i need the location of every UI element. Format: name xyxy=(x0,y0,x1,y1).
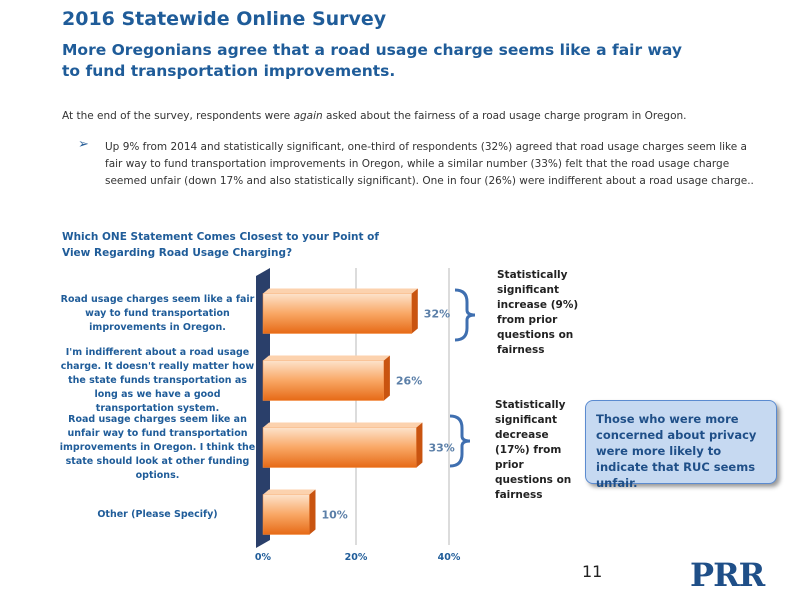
callout: Those who were more concerned about priv… xyxy=(585,400,777,490)
intro-text: At the end of the survey, respondents we… xyxy=(62,110,294,122)
bar-side xyxy=(416,422,423,468)
intro: At the end of the survey, respondents we… xyxy=(62,110,687,122)
bar xyxy=(262,494,310,535)
x-tick-label: 40% xyxy=(438,552,461,563)
x-tick-label: 20% xyxy=(345,552,368,563)
subtitle: More Oregonians agree that a road usage … xyxy=(62,41,682,80)
bar xyxy=(262,360,385,401)
title: 2016 Statewide Online Survey xyxy=(62,8,387,30)
x-tick-label: 0% xyxy=(255,552,272,563)
annotation: Statistically significant decrease (17%)… xyxy=(495,399,572,501)
logo: PRR xyxy=(690,556,765,594)
bar xyxy=(262,427,417,468)
y-tick-label: Other (Please Specify) xyxy=(97,508,218,520)
annotation: Statistically significant increase (9%) … xyxy=(497,269,579,356)
bar-side xyxy=(309,489,316,535)
bullet-icon: ➢ xyxy=(78,137,89,152)
y-tick-label: Road usage charges seem like a fair way … xyxy=(60,293,255,333)
brace xyxy=(454,288,476,342)
chart-wall xyxy=(256,268,270,548)
brace xyxy=(449,414,471,468)
y-tick-label: I'm indifferent about a road usage charg… xyxy=(60,346,255,414)
page-number: 11 xyxy=(582,562,603,581)
intro-text: asked about the fairness of a road usage… xyxy=(322,110,687,122)
bar-side xyxy=(383,355,390,401)
bar-side xyxy=(411,288,418,334)
value-label: 26% xyxy=(396,375,422,388)
bar-top xyxy=(263,489,316,495)
value-label: 32% xyxy=(424,308,450,321)
bar xyxy=(262,293,413,334)
bullet: Up 9% from 2014 and statistically signif… xyxy=(105,141,754,187)
chart-title: Which ONE Statement Comes Closest to you… xyxy=(62,231,379,259)
y-tick-label: Road usage charges seem like an unfair w… xyxy=(59,413,256,481)
value-label: 10% xyxy=(322,509,348,522)
bar-top xyxy=(263,422,423,428)
bar-top xyxy=(263,355,390,361)
value-label: 33% xyxy=(428,442,454,455)
bar-top xyxy=(263,288,418,294)
intro-emphasis: again xyxy=(293,110,323,122)
